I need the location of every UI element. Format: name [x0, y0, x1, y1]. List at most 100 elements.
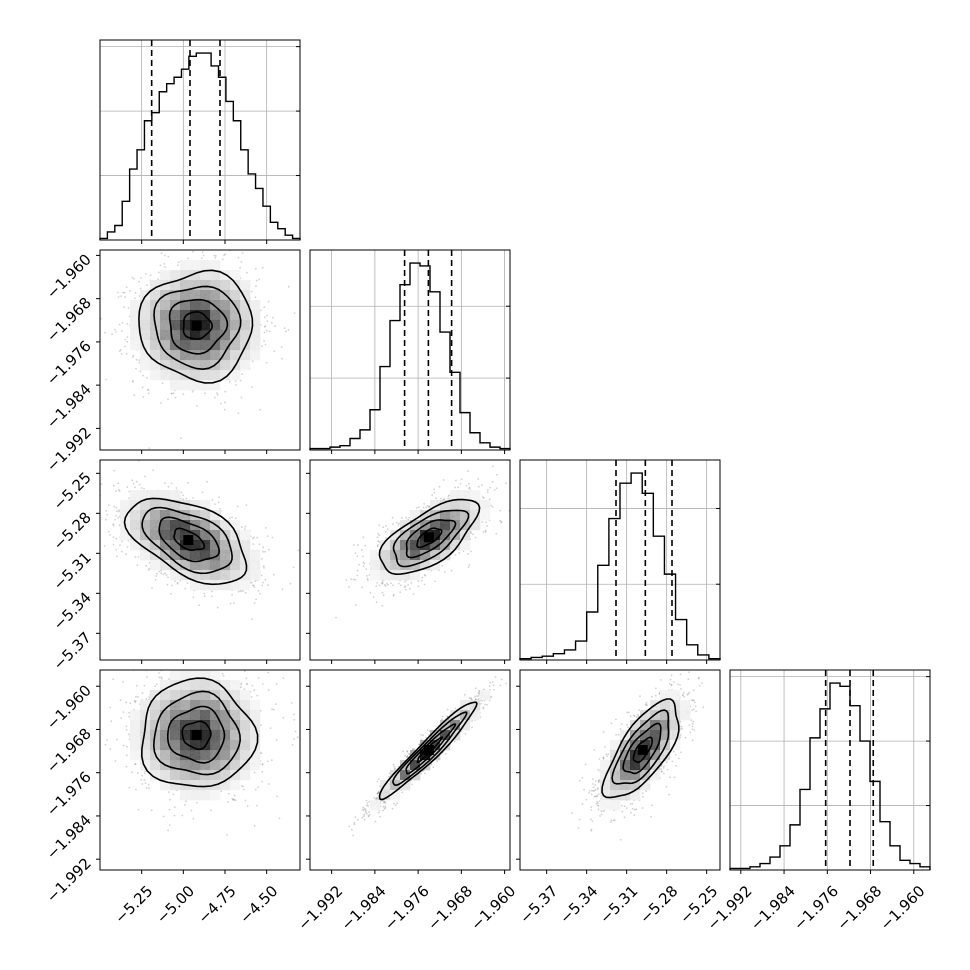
scatter-point — [350, 578, 352, 581]
scatter-point — [115, 548, 118, 551]
scatter-point — [170, 592, 172, 595]
scatter-point — [191, 390, 194, 393]
density-cell — [190, 540, 201, 551]
scatter-point — [261, 584, 264, 587]
scatter-point — [362, 536, 365, 539]
scatter-point — [495, 532, 498, 535]
scatter-point — [213, 396, 216, 399]
scatter-point — [135, 367, 137, 370]
density-peak — [183, 535, 194, 545]
scatter-point — [260, 574, 263, 577]
scatter-point — [163, 263, 166, 265]
scatter-point — [185, 497, 188, 500]
density-cell — [190, 300, 201, 311]
density-cell — [210, 280, 221, 291]
density-cell — [220, 570, 231, 581]
scatter-point — [180, 437, 183, 440]
scatter-point — [241, 373, 243, 376]
density-cell — [170, 560, 181, 571]
density-cell — [210, 320, 221, 331]
scatter-point — [134, 297, 136, 300]
density-cell — [150, 530, 161, 541]
density-cell — [190, 290, 201, 301]
scatter-point — [210, 595, 213, 598]
scatter-point — [273, 350, 276, 353]
density-cell — [170, 290, 181, 301]
density-cell — [170, 510, 181, 521]
scatter-point — [245, 504, 248, 506]
scatter-point — [255, 598, 257, 601]
scatter-point — [273, 573, 275, 576]
scatter-point — [114, 518, 116, 521]
scatter-point — [250, 290, 253, 293]
density-cell — [150, 500, 161, 511]
scatter-point — [132, 482, 135, 485]
scatter-point — [385, 531, 387, 533]
density-cell — [190, 280, 201, 291]
contour-line — [168, 298, 229, 355]
scatter-point — [397, 582, 400, 585]
scatter-point — [266, 329, 268, 332]
density-cell — [180, 320, 191, 331]
density-cell — [140, 290, 151, 301]
scatter-point — [141, 386, 144, 389]
scatter-point — [223, 254, 226, 257]
scatter-point — [287, 285, 290, 288]
density-cell — [250, 300, 261, 311]
scatter-point — [120, 295, 123, 297]
scatter-point — [176, 582, 179, 585]
scatter-point — [421, 579, 423, 582]
scatter-point — [390, 582, 392, 585]
scatter-point — [362, 561, 365, 564]
scatter-point — [126, 340, 129, 343]
scatter-point — [254, 296, 257, 299]
scatter-point — [196, 405, 198, 407]
scatter-point — [146, 388, 149, 391]
density-cell — [150, 520, 161, 531]
scatter-point — [138, 280, 140, 283]
density-cell — [150, 360, 161, 371]
density-cell — [250, 320, 261, 331]
density-cell — [230, 330, 241, 341]
scatter-point — [251, 360, 254, 363]
density-cell — [140, 330, 151, 341]
density-cell — [140, 310, 151, 321]
scatter-point — [148, 562, 151, 564]
scatter-point — [255, 279, 258, 282]
scatter-point — [177, 261, 180, 264]
scatter-point — [142, 396, 145, 398]
scatter-point — [354, 604, 357, 607]
scatter-point — [118, 350, 121, 352]
scatter-point — [165, 574, 168, 577]
contour-line — [141, 506, 233, 575]
density-cell — [190, 570, 201, 581]
scatter-point — [237, 256, 240, 259]
scatter-point — [264, 325, 267, 328]
density-cell — [190, 310, 201, 321]
density-cell — [170, 570, 181, 581]
density-cell — [130, 310, 141, 321]
scatter-point — [253, 584, 255, 587]
scatter-point — [224, 253, 227, 256]
scatter-point — [264, 316, 266, 319]
scatter-point — [233, 602, 235, 605]
scatter-point — [129, 290, 131, 292]
scatter-point — [106, 513, 109, 516]
density-cell — [200, 380, 211, 391]
scatter-point — [211, 499, 214, 501]
scatter-point — [121, 330, 123, 332]
scatter-point — [289, 582, 292, 585]
scatter-point — [124, 338, 127, 341]
scatter-point — [112, 523, 115, 526]
scatter-point — [221, 258, 224, 261]
density-cell — [170, 370, 181, 381]
scatter-point — [425, 506, 427, 509]
density-cell — [250, 340, 261, 351]
density-cell — [210, 290, 221, 301]
scatter-point — [239, 590, 242, 593]
scatter-point — [491, 465, 494, 468]
histogram-panel — [519, 459, 721, 664]
density-cell — [190, 360, 201, 371]
scatter-point — [167, 255, 170, 258]
scatter-point — [105, 510, 108, 512]
